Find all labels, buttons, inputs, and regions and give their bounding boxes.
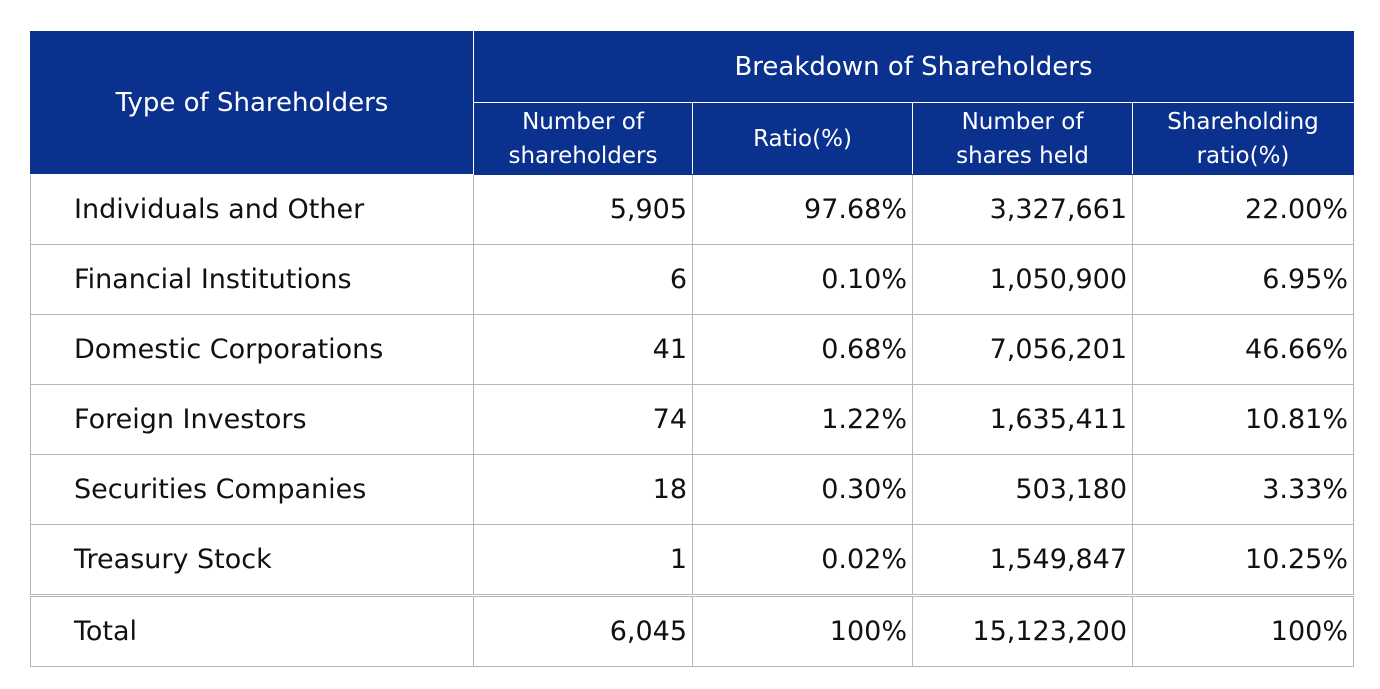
shareholding-ratio-cell: 10.25% <box>1132 524 1354 596</box>
table-row: Treasury Stock 1 0.02% 1,549,847 10.25% <box>30 524 1354 596</box>
number-of-shares-held-header: Number of shares held <box>912 102 1133 175</box>
header-line: shareholders <box>508 142 658 169</box>
total-ratio-cell: 100% <box>692 594 913 667</box>
table-row: Securities Companies 18 0.30% 503,180 3.… <box>30 454 1354 525</box>
table-row: Domestic Corporations 41 0.68% 7,056,201… <box>30 314 1354 385</box>
table-row: Individuals and Other 5,905 97.68% 3,327… <box>30 174 1354 245</box>
number-of-shareholders-cell: 74 <box>473 384 693 455</box>
shareholder-type-cell: Domestic Corporations <box>30 314 474 385</box>
shareholding-ratio-header: Shareholding ratio(%) <box>1132 102 1354 175</box>
header-line: Ratio(%) <box>753 125 852 152</box>
number-of-shares-cell: 1,635,411 <box>912 384 1133 455</box>
ratio-cell: 0.02% <box>692 524 913 596</box>
shareholder-type-cell: Foreign Investors <box>30 384 474 455</box>
header-line: Shareholding <box>1167 108 1319 135</box>
shareholder-type-cell: Financial Institutions <box>30 244 474 315</box>
total-shareholding-ratio-cell: 100% <box>1132 594 1354 667</box>
number-of-shares-cell: 7,056,201 <box>912 314 1133 385</box>
header-row-top: Type of Shareholders Breakdown of Shareh… <box>30 31 1354 175</box>
total-shares-cell: 15,123,200 <box>912 594 1133 667</box>
number-of-shareholders-cell: 18 <box>473 454 693 525</box>
shareholding-ratio-cell: 46.66% <box>1132 314 1354 385</box>
shareholder-type-cell: Securities Companies <box>30 454 474 525</box>
header-line: Number of <box>522 108 644 135</box>
shareholding-ratio-cell: 22.00% <box>1132 174 1354 245</box>
type-of-shareholders-header: Type of Shareholders <box>30 31 474 175</box>
ratio-cell: 97.68% <box>692 174 913 245</box>
shareholding-ratio-cell: 6.95% <box>1132 244 1354 315</box>
shareholder-type-cell: Individuals and Other <box>30 174 474 245</box>
ratio-header: Ratio(%) <box>692 102 913 175</box>
breakdown-of-shareholders-header: Breakdown of Shareholders <box>473 31 1354 103</box>
header-line: shares held <box>956 142 1089 169</box>
total-row: Total 6,045 100% 15,123,200 100% <box>30 594 1354 667</box>
total-label-cell: Total <box>30 594 474 667</box>
ratio-cell: 1.22% <box>692 384 913 455</box>
shareholding-ratio-cell: 10.81% <box>1132 384 1354 455</box>
total-shareholders-cell: 6,045 <box>473 594 693 667</box>
shareholder-breakdown-table: Type of Shareholders Breakdown of Shareh… <box>30 31 1354 667</box>
number-of-shares-cell: 1,549,847 <box>912 524 1133 596</box>
number-of-shares-cell: 1,050,900 <box>912 244 1133 315</box>
number-of-shares-cell: 3,327,661 <box>912 174 1133 245</box>
table-row: Foreign Investors 74 1.22% 1,635,411 10.… <box>30 384 1354 455</box>
shareholding-ratio-cell: 3.33% <box>1132 454 1354 525</box>
number-of-shareholders-cell: 1 <box>473 524 693 596</box>
number-of-shareholders-cell: 6 <box>473 244 693 315</box>
header-line: ratio(%) <box>1196 142 1290 169</box>
header-line: Number of <box>961 108 1084 135</box>
number-of-shares-cell: 503,180 <box>912 454 1133 525</box>
table-row: Financial Institutions 6 0.10% 1,050,900… <box>30 244 1354 315</box>
ratio-cell: 0.30% <box>692 454 913 525</box>
shareholder-type-cell: Treasury Stock <box>30 524 474 596</box>
ratio-cell: 0.10% <box>692 244 913 315</box>
ratio-cell: 0.68% <box>692 314 913 385</box>
shareholder-breakdown-table-container: Type of Shareholders Breakdown of Shareh… <box>30 31 1354 667</box>
number-of-shareholders-header: Number of shareholders <box>473 102 693 175</box>
header-row-sub: Number of shareholders Ratio(%) Number o… <box>31 102 1354 175</box>
number-of-shareholders-cell: 41 <box>473 314 693 385</box>
number-of-shareholders-cell: 5,905 <box>473 174 693 245</box>
